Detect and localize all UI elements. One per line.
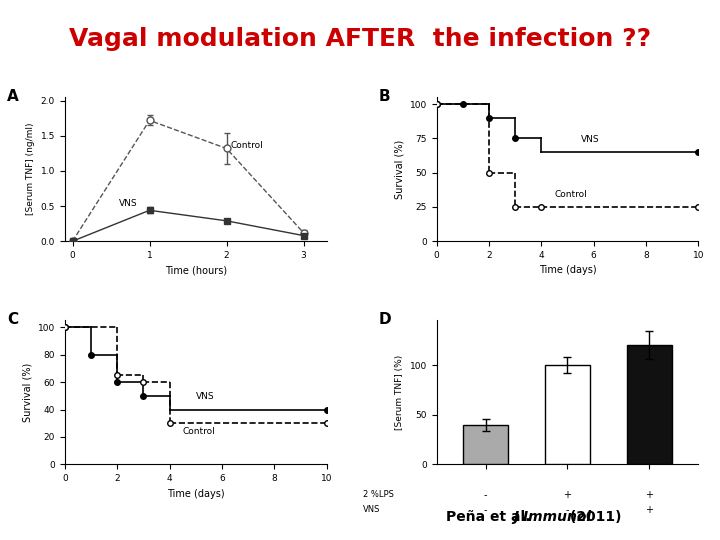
X-axis label: Time (days): Time (days) xyxy=(167,489,225,498)
Text: VNS: VNS xyxy=(580,136,599,145)
Bar xyxy=(627,345,672,464)
Text: VNS: VNS xyxy=(196,392,215,401)
Y-axis label: Survival (%): Survival (%) xyxy=(394,139,404,199)
Text: B: B xyxy=(379,89,391,104)
Bar xyxy=(463,424,508,464)
Text: Control: Control xyxy=(230,141,263,151)
Text: J Immunol: J Immunol xyxy=(513,510,592,524)
Text: VNS: VNS xyxy=(119,199,138,208)
X-axis label: Time (hours): Time (hours) xyxy=(165,266,227,275)
Y-axis label: [Serum TNF] (%): [Serum TNF] (%) xyxy=(395,355,404,430)
Text: -: - xyxy=(484,505,487,515)
Text: A: A xyxy=(7,89,19,104)
Text: D: D xyxy=(379,312,392,327)
Text: Peña et al.: Peña et al. xyxy=(446,510,536,524)
Text: -: - xyxy=(566,505,570,515)
Y-axis label: [Serum TNF] (ng/ml): [Serum TNF] (ng/ml) xyxy=(26,123,35,215)
Text: (2011): (2011) xyxy=(565,510,621,524)
Text: +: + xyxy=(645,490,653,501)
Text: Control: Control xyxy=(183,427,215,436)
Text: Control: Control xyxy=(554,190,587,199)
Text: -: - xyxy=(484,490,487,501)
Text: +: + xyxy=(564,490,572,501)
Text: C: C xyxy=(7,312,18,327)
Y-axis label: Survival (%): Survival (%) xyxy=(22,363,32,422)
Text: +: + xyxy=(645,505,653,515)
Text: Vagal modulation AFTER  the infection ??: Vagal modulation AFTER the infection ?? xyxy=(69,27,651,51)
X-axis label: Time (days): Time (days) xyxy=(539,266,596,275)
Text: VNS: VNS xyxy=(364,505,381,514)
Bar xyxy=(545,365,590,464)
Text: 2 %LPS: 2 %LPS xyxy=(364,490,394,500)
